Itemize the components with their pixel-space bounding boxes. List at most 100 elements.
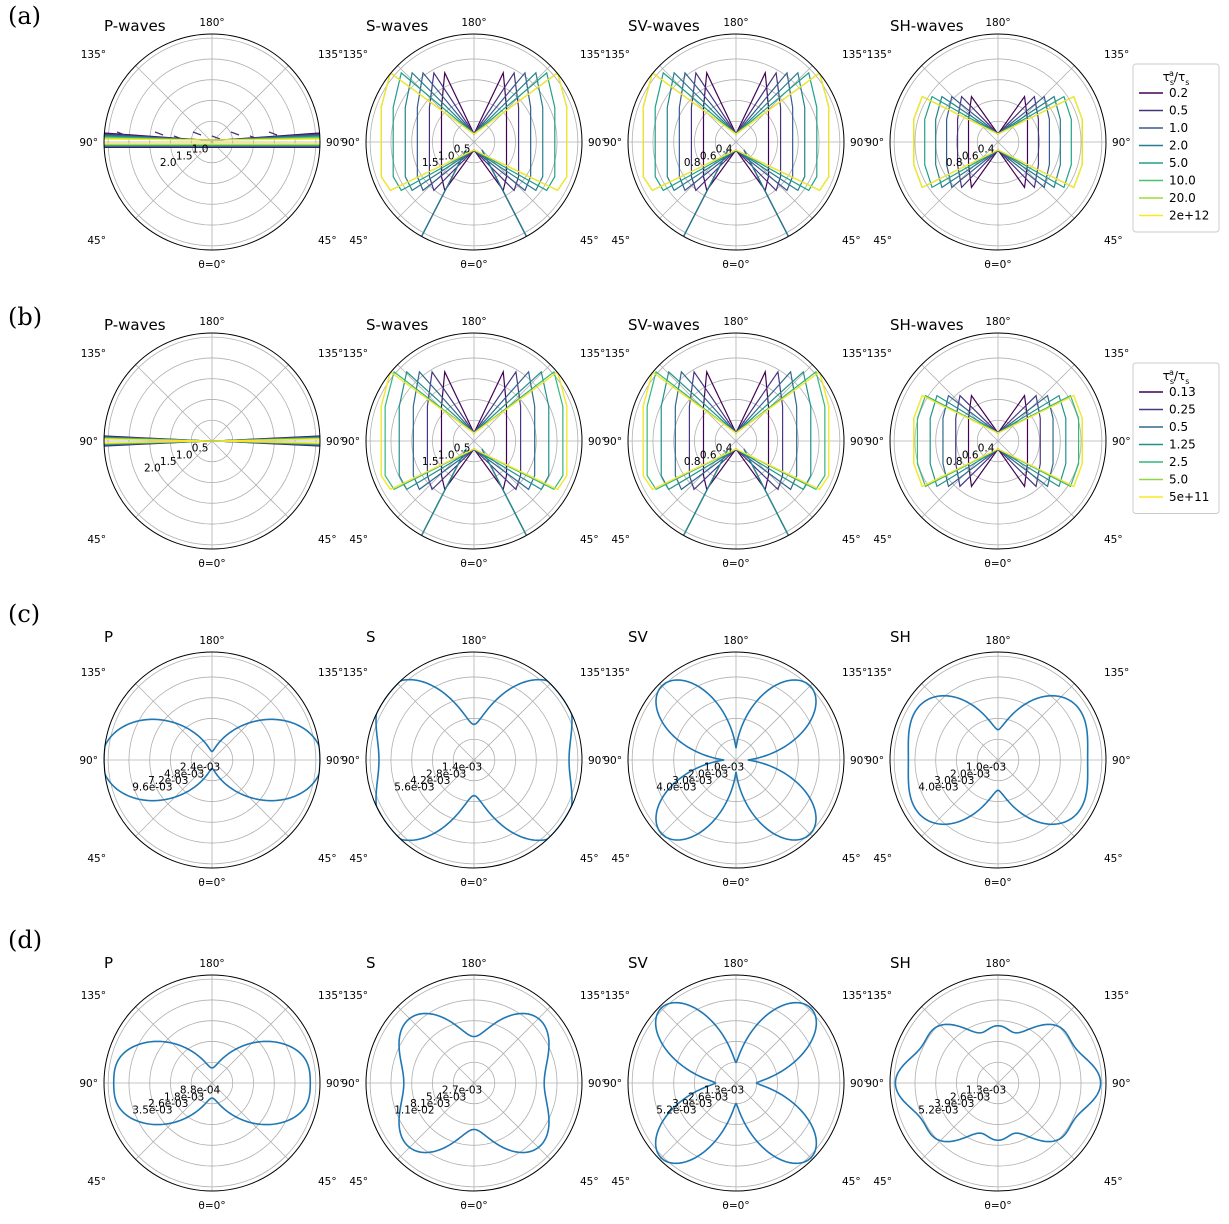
- theta-label: θ=0°: [722, 558, 749, 570]
- pattern-curve: [907, 694, 1089, 826]
- angle-label-180: 180°: [461, 316, 486, 328]
- panel-title: SH: [890, 954, 911, 972]
- angle-label-45-right: 45°: [842, 235, 861, 247]
- legend-entry: 2e+12: [1169, 209, 1209, 223]
- angle-label-135-right: 135°: [580, 49, 605, 61]
- radial-tick-label: 0.4: [716, 443, 733, 455]
- polar-panel: SH 1.3e-032.6e-033.9e-035.2e-03 180° 90° 90°…: [865, 954, 1130, 1212]
- polar-frame: [103, 332, 321, 550]
- angle-label-135-right: 135°: [580, 348, 605, 360]
- panel-title: S-waves: [366, 17, 428, 35]
- angle-label-45-left: 45°: [349, 853, 368, 865]
- row-label: (d): [8, 926, 42, 954]
- series-group: [913, 95, 1083, 189]
- grid-spoke: [397, 1082, 475, 1160]
- angle-label-135-left: 135°: [867, 667, 892, 679]
- grid-spoke: [397, 1006, 475, 1084]
- grid-spoke: [735, 1082, 813, 1160]
- angle-label-45-left: 45°: [349, 534, 368, 546]
- angle-label-135-left: 135°: [867, 990, 892, 1002]
- series-line: [380, 370, 568, 491]
- grid-spoke: [921, 1006, 999, 1084]
- radial-tick-label: 1.0: [176, 449, 193, 461]
- angle-label-45-left: 45°: [87, 1176, 106, 1188]
- angle-label-135-left: 135°: [343, 667, 368, 679]
- polar-panel: S 2.7e-035.4e-038.1e-031.1e-02 180° 90° 90° 1…: [341, 954, 606, 1212]
- radial-tick-label: 2.6e-03: [148, 1098, 188, 1110]
- angle-label-45-right: 45°: [1104, 534, 1123, 546]
- grid-spoke: [473, 440, 551, 518]
- angle-label-135-left: 135°: [867, 348, 892, 360]
- legend-frame: [1132, 63, 1220, 233]
- angle-label-180: 180°: [985, 635, 1010, 647]
- grid-spoke: [473, 65, 551, 143]
- angle-label-45-right: 45°: [580, 235, 599, 247]
- grid-spoke: [997, 1082, 1075, 1160]
- angle-label-135-left: 135°: [605, 49, 630, 61]
- grid-spoke: [659, 1082, 737, 1160]
- angle-label-45-right: 45°: [842, 853, 861, 865]
- angle-label-45-left: 45°: [611, 853, 630, 865]
- radial-tick-label: 2.0: [160, 157, 177, 169]
- radial-tick-label: 0.5: [192, 443, 209, 455]
- angle-label-135-right: 135°: [318, 348, 343, 360]
- angle-label-45-right: 45°: [580, 1176, 599, 1188]
- panel-title: SV: [628, 628, 649, 646]
- series-group: [380, 369, 568, 549]
- grid-spoke: [921, 440, 999, 518]
- legend-entry: 0.5: [1169, 420, 1188, 434]
- angle-label-90-right: 90°: [850, 137, 869, 149]
- polar-frame: [365, 651, 583, 869]
- polar-panel: P-waves 0.51.01.52.0 180° 90° 90° 135° 135° 45°…: [79, 316, 344, 570]
- polar-panel: S-waves 0.51.01.5 180° 90° 90° 135° 135° 45° 45°…: [341, 17, 606, 271]
- grid-spoke: [735, 65, 813, 143]
- radial-tick-label: 3.9e-03: [934, 1098, 974, 1110]
- angle-label-180: 180°: [723, 316, 748, 328]
- radial-tick-label: 0.8: [684, 456, 701, 468]
- grid-spoke: [735, 364, 813, 442]
- grid-spoke: [397, 440, 475, 518]
- panel-title: SV: [628, 954, 649, 972]
- legend: τsa/τs0.2 0.5 1.0 2.0 5.0 10.0 20.0 2e+12: [1132, 63, 1220, 233]
- angle-label-90-left: 90°: [341, 137, 360, 149]
- legend-entry: 5.0: [1169, 473, 1188, 487]
- row-label: (b): [8, 303, 42, 331]
- angle-label-135-left: 135°: [81, 348, 106, 360]
- polar-panel: SV 1.3e-032.6e-033.9e-035.2e-03 180° 90° 90°…: [603, 954, 868, 1212]
- radial-tick-label: 0.6: [962, 150, 979, 162]
- grid-spoke: [135, 440, 213, 518]
- series-line: [642, 71, 830, 192]
- angle-label-90-right: 90°: [1112, 137, 1131, 149]
- angle-label-90-right: 90°: [588, 137, 607, 149]
- grid-spoke: [659, 683, 737, 761]
- angle-label-45-left: 45°: [611, 235, 630, 247]
- radial-tick-label: 0.8: [946, 456, 963, 468]
- radial-tick-label: 7.2e-03: [148, 775, 188, 787]
- radial-tick-label: 5.2e-03: [918, 1105, 958, 1117]
- theta-label: θ=0°: [198, 877, 225, 889]
- theta-label: θ=0°: [198, 1200, 225, 1212]
- row-label: (a): [8, 2, 41, 30]
- theta-label: θ=0°: [460, 877, 487, 889]
- radial-tick-label: 0.5: [454, 144, 471, 156]
- polar-frame: [889, 651, 1107, 869]
- radial-tick-label: 1.3e-03: [966, 1085, 1006, 1097]
- theta-label: θ=0°: [984, 558, 1011, 570]
- angle-label-45-left: 45°: [873, 1176, 892, 1188]
- angle-label-180: 180°: [723, 17, 748, 29]
- radial-tick-label: 8.8e-04: [180, 1085, 221, 1097]
- radial-tick-label: 1.5: [422, 456, 439, 468]
- theta-label: θ=0°: [198, 259, 225, 271]
- radial-tick-label: 1.5: [422, 157, 439, 169]
- grid-spoke: [659, 1006, 737, 1084]
- legend-entry: 1.0: [1169, 121, 1188, 135]
- angle-label-90-left: 90°: [603, 436, 622, 448]
- radial-tick-label: 4.0e-03: [918, 782, 958, 794]
- angle-label-45-right: 45°: [318, 235, 337, 247]
- angle-label-135-right: 135°: [318, 49, 343, 61]
- angle-label-180: 180°: [461, 635, 486, 647]
- pattern-curve: [655, 679, 817, 841]
- radial-tick-label: 0.8: [684, 157, 701, 169]
- grid-spoke: [397, 364, 475, 442]
